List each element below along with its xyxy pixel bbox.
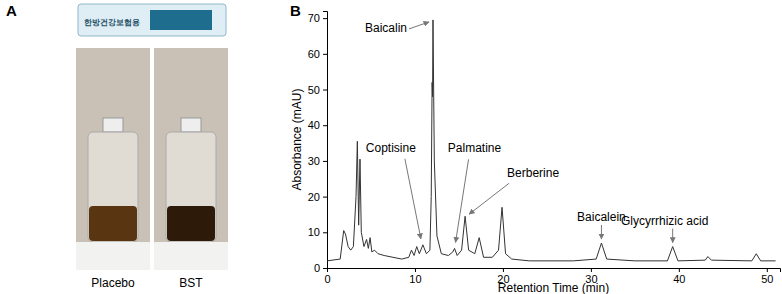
bottle-label: Placebo — [91, 276, 135, 290]
tick-mark — [679, 268, 680, 272]
table-surface — [154, 242, 228, 270]
tick-label: 40 — [673, 273, 685, 285]
x-axis-title: Retention Time (min) — [498, 281, 609, 294]
tick-label: 30 — [308, 155, 320, 167]
photo-background — [76, 48, 150, 270]
panel-label: A — [6, 2, 17, 19]
tick-mark — [503, 268, 504, 272]
bottle-body — [88, 132, 138, 242]
tick: 10 — [308, 226, 327, 238]
bottle-liquid — [89, 206, 137, 241]
tick-label: 10 — [308, 226, 320, 238]
annotation-label: Palmatine — [448, 141, 502, 155]
tick: 20 — [308, 191, 327, 203]
tick-mark — [323, 125, 327, 126]
packet-band — [150, 10, 212, 30]
axis-line — [323, 12, 328, 269]
annotation-arrow — [456, 159, 469, 242]
bottle-cap — [181, 118, 201, 132]
tick-label: 0 — [324, 273, 330, 285]
bottle-photo — [154, 48, 228, 270]
annotation-label: Baicalein — [577, 210, 626, 224]
tick-mark — [323, 18, 327, 19]
tick: 70 — [308, 12, 327, 24]
panel-a: 한방건강보험용 Placebo BST — [76, 4, 228, 290]
tick-mark — [323, 54, 327, 55]
tick: 50 — [761, 268, 773, 285]
tick-label: 60 — [308, 48, 320, 60]
tick: 10 — [409, 268, 421, 285]
bottle-cap — [103, 118, 123, 132]
plot-area — [327, 20, 776, 261]
tick-mark — [323, 161, 327, 162]
bottle-photo — [76, 48, 150, 270]
y-axis-title: Absorbance (mAU) — [290, 88, 304, 190]
annotation-arrow — [409, 22, 429, 29]
tick: 40 — [308, 119, 327, 131]
annotation-label: Baicalin — [365, 21, 407, 35]
tick-mark — [323, 90, 327, 91]
tick-label: 40 — [308, 119, 320, 131]
tick-mark — [415, 268, 416, 272]
annotation-label: Coptisine — [366, 141, 416, 155]
tick: 30 — [308, 155, 327, 167]
tick: 40 — [673, 268, 685, 285]
tick: 0 — [324, 268, 330, 285]
tick: 50 — [308, 84, 327, 96]
annotations: Baicalin Coptisine Palmatine Berberine Baica… — [365, 21, 708, 243]
packet — [78, 4, 226, 36]
photo-background — [154, 48, 228, 270]
annotation-label: Glycyrrhizic acid — [621, 214, 708, 228]
tick-label: 20 — [308, 191, 320, 203]
annotation-arrow — [672, 229, 673, 243]
tick: 0 — [314, 262, 327, 274]
tick-mark — [323, 268, 327, 269]
tick-label: 70 — [308, 12, 320, 24]
annotation-label: Berberine — [507, 166, 559, 180]
chromatogram-line — [327, 20, 776, 261]
tick-label: 50 — [761, 273, 773, 285]
figure: AB한방건강보험용PlaceboBST010203040500102030405… — [0, 0, 782, 294]
table-surface — [76, 242, 150, 270]
panel-label: B — [290, 2, 301, 19]
annotation-arrow — [405, 159, 421, 239]
annotation-arrow — [469, 183, 509, 214]
axis-line — [328, 269, 781, 273]
tick-mark — [323, 232, 327, 233]
bottle-label: BST — [179, 276, 203, 290]
bottle-body — [166, 132, 216, 242]
bottle-liquid — [167, 206, 215, 241]
tick-mark — [767, 268, 768, 272]
tick-mark — [591, 268, 592, 272]
tick-label: 0 — [314, 262, 320, 274]
tick-mark — [323, 197, 327, 198]
tick-label: 10 — [409, 273, 421, 285]
y-axis: 0 10 20 30 40 50 60 70 — [308, 12, 328, 275]
tick: 60 — [308, 48, 327, 60]
annotation-arrow — [601, 225, 602, 239]
packet-text: 한방건강보험용 — [84, 18, 140, 27]
tick-label: 50 — [308, 84, 320, 96]
